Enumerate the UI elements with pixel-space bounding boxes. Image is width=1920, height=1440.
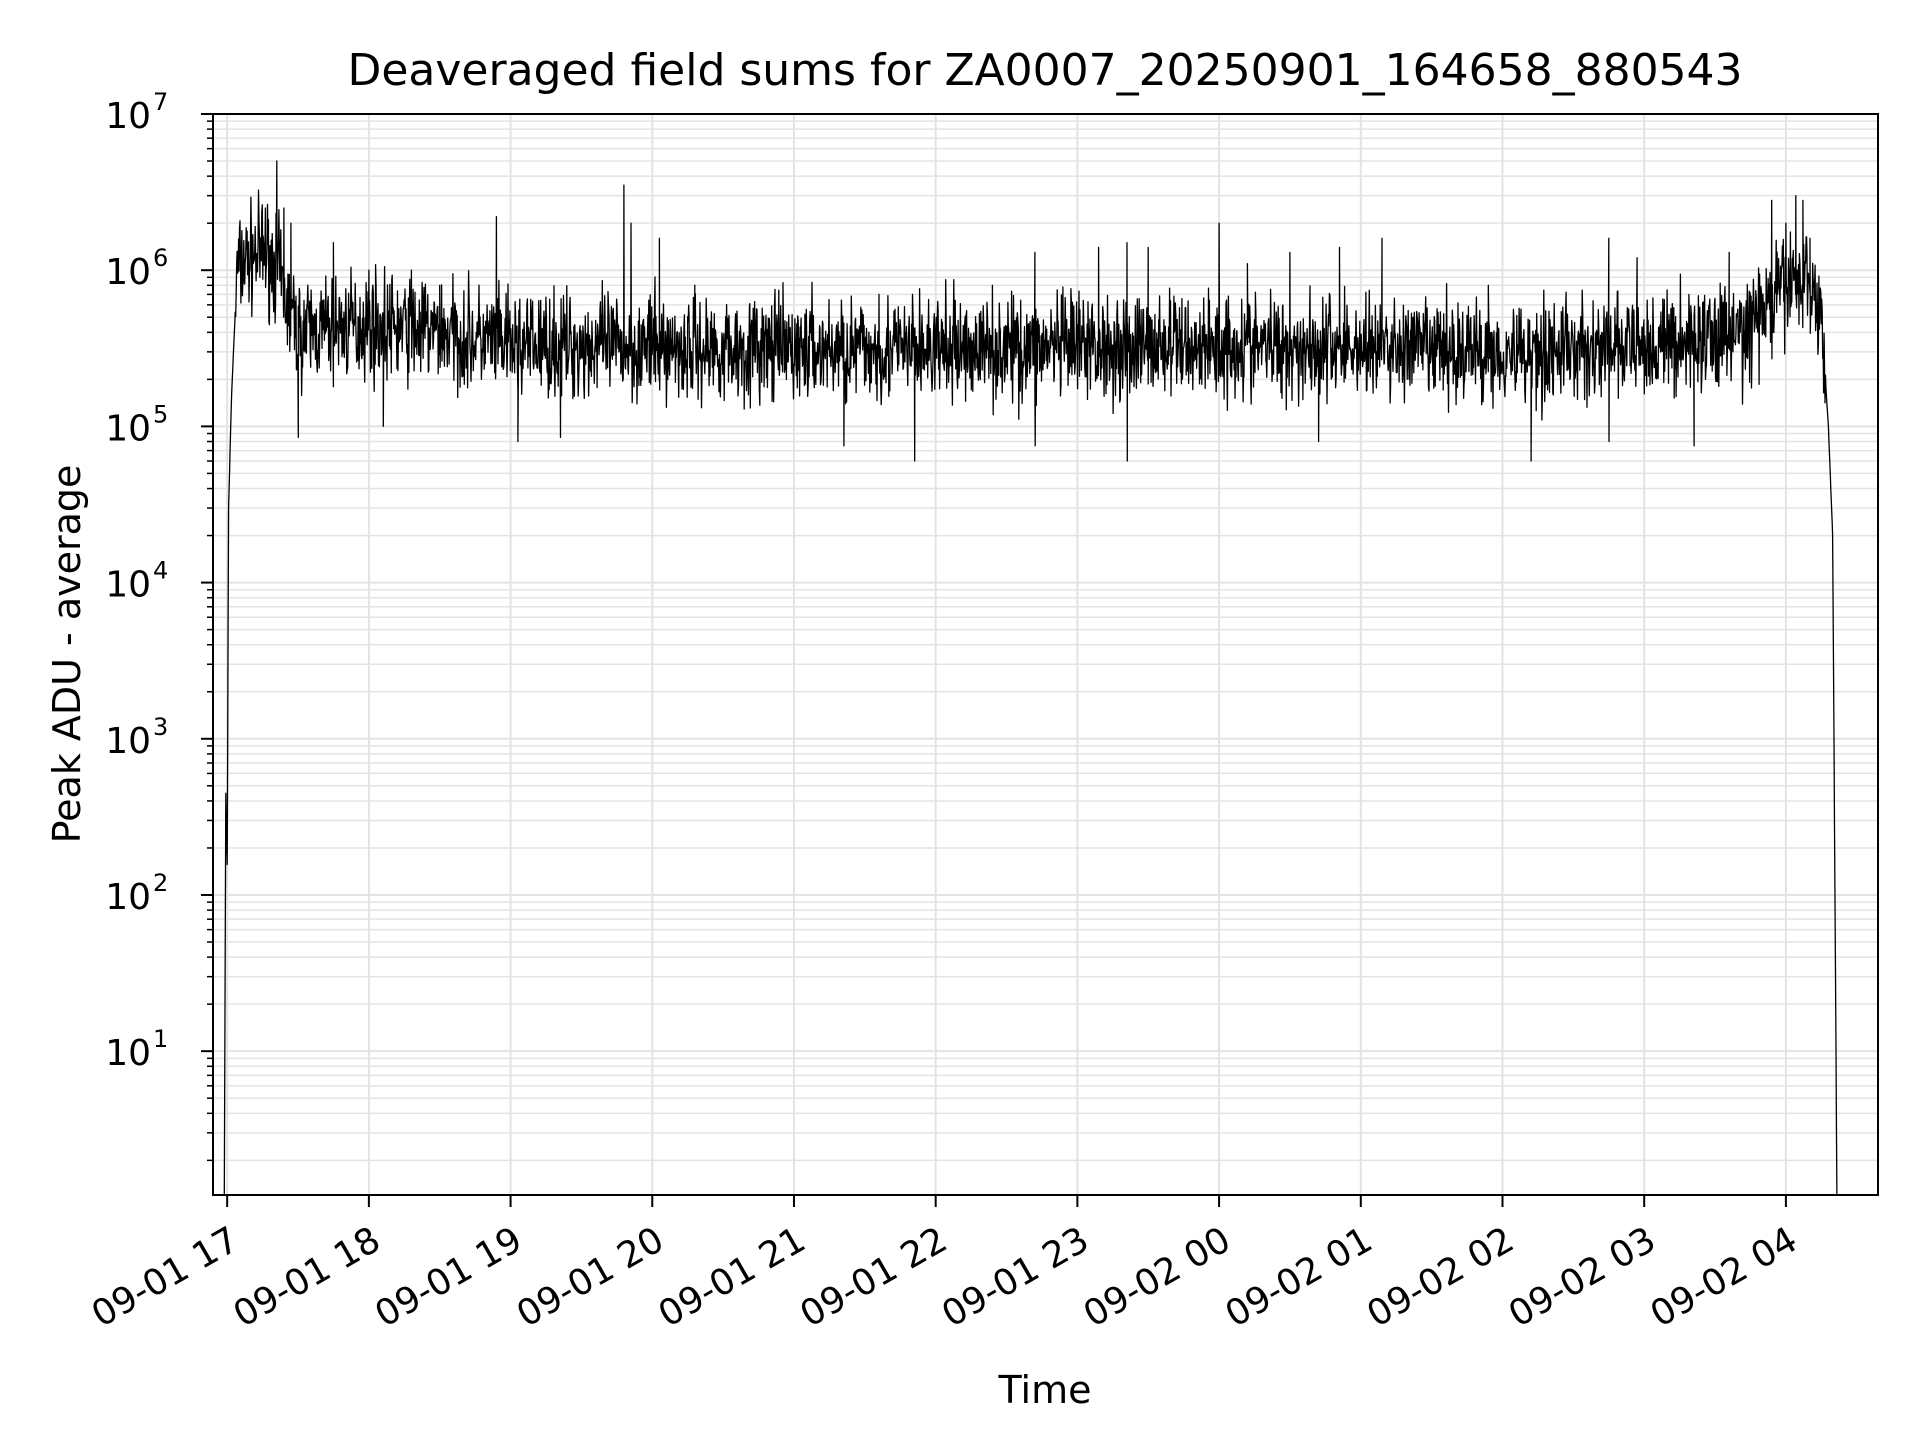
y-tick-exponent: 7 bbox=[153, 88, 168, 116]
y-tick-label: 10 bbox=[105, 408, 151, 449]
series-layer bbox=[223, 160, 1838, 1196]
y-tick-label: 10 bbox=[105, 252, 151, 293]
y-tick-label: 10 bbox=[105, 877, 151, 918]
y-tick-label: 10 bbox=[105, 96, 151, 137]
chart-title: Deaveraged field sums for ZA0007_2025090… bbox=[347, 45, 1742, 96]
x-axis-label: Time bbox=[998, 1368, 1092, 1412]
y-tick-label: 10 bbox=[105, 565, 151, 606]
y-axis-label: Peak ADU - average bbox=[45, 465, 89, 844]
plot-frame bbox=[212, 113, 1879, 1196]
y-tick-label: 10 bbox=[105, 721, 151, 762]
series-line bbox=[223, 160, 1838, 1196]
y-tick-exponent: 4 bbox=[153, 557, 168, 585]
y-tick-exponent: 1 bbox=[153, 1025, 168, 1053]
y-tick-exponent: 6 bbox=[153, 244, 168, 272]
y-tick-exponent: 2 bbox=[153, 869, 168, 897]
y-tick-exponent: 5 bbox=[153, 400, 168, 428]
y-tick-exponent: 3 bbox=[153, 713, 168, 741]
y-tick-label: 10 bbox=[105, 1033, 151, 1074]
